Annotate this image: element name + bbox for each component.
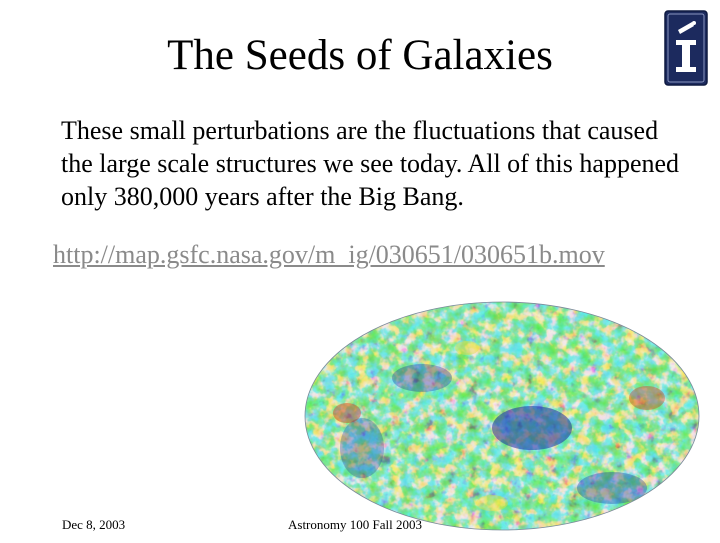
- body-paragraph: These small perturbations are the fluctu…: [61, 116, 680, 211]
- footer-course: Astronomy 100 Fall 2003: [288, 517, 422, 532]
- cmb-sky-map: [304, 301, 700, 531]
- footer-date: Dec 8, 2003: [62, 517, 126, 532]
- movie-link[interactable]: http://map.gsfc.nasa.gov/m_ig/030651/030…: [53, 240, 605, 269]
- slide-title: The Seeds of Galaxies: [167, 32, 553, 79]
- university-logo-icon: [664, 10, 708, 86]
